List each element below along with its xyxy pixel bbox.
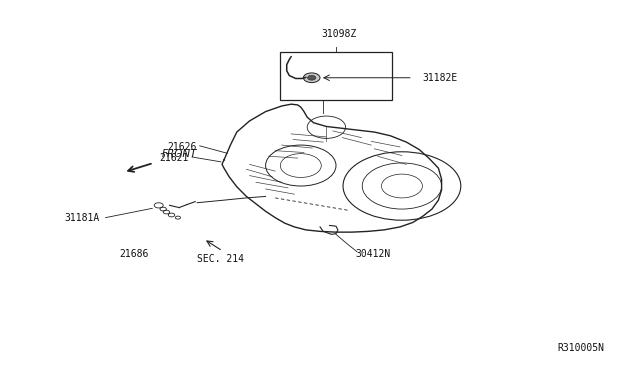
- Text: 31098Z: 31098Z: [321, 29, 357, 39]
- Text: 21686: 21686: [120, 249, 149, 259]
- Text: SEC. 214: SEC. 214: [197, 254, 244, 264]
- Text: 31181A: 31181A: [64, 213, 99, 222]
- Bar: [280, 52, 392, 100]
- Text: R310005N: R310005N: [558, 343, 605, 353]
- Circle shape: [303, 73, 320, 83]
- Text: 21621: 21621: [159, 153, 189, 163]
- Text: 30412N: 30412N: [355, 249, 390, 259]
- Text: 31182E: 31182E: [422, 73, 458, 83]
- Text: 21626: 21626: [168, 142, 197, 152]
- Text: FRONT: FRONT: [162, 149, 197, 159]
- Circle shape: [307, 75, 316, 80]
